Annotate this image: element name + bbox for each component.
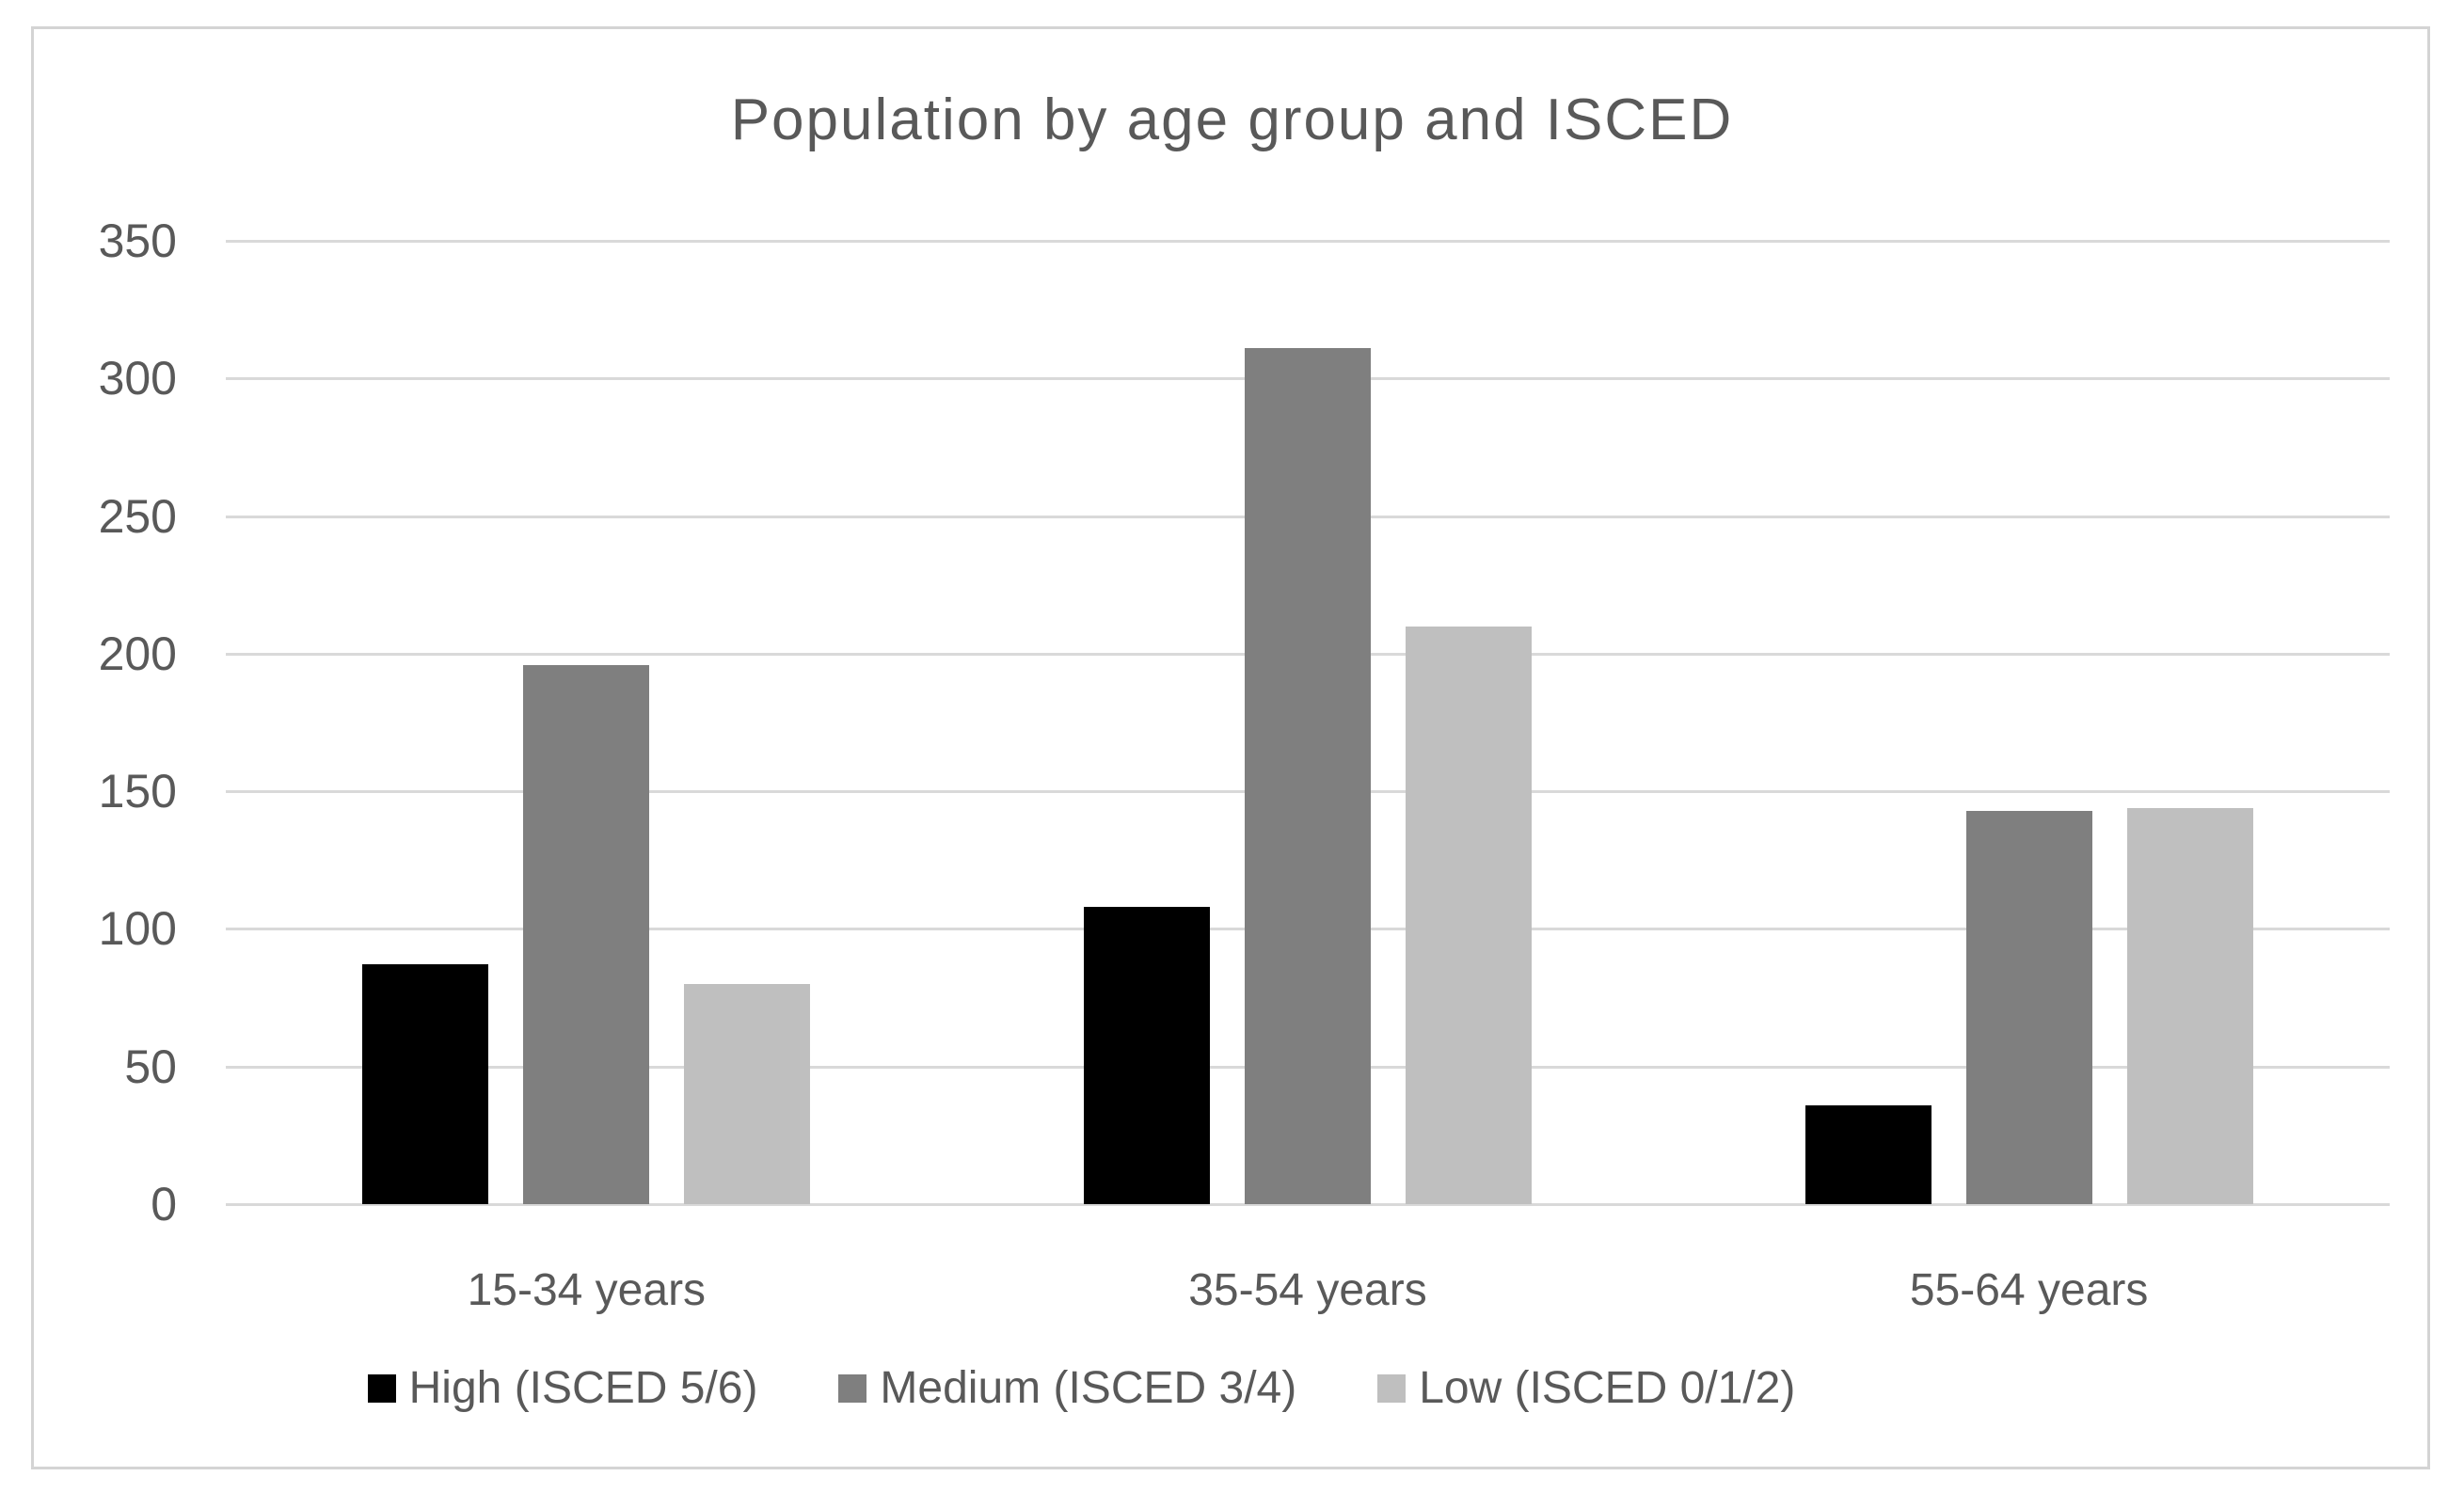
bar-high-55-64	[1805, 1105, 1931, 1204]
y-axis-tick-label: 250	[98, 489, 177, 543]
bar-low-55-64	[2127, 808, 2253, 1204]
y-axis-tick-label: 200	[98, 627, 177, 680]
y-axis-tick-label: 50	[124, 1040, 177, 1093]
legend-swatch-icon	[1377, 1373, 1407, 1403]
legend-swatch-icon	[367, 1373, 396, 1403]
chart-title: Population by age group and ISCED	[730, 87, 1734, 152]
y-axis-tick-label: 150	[98, 765, 177, 818]
bar-high-35-54	[1084, 907, 1210, 1204]
legend-swatch-icon	[838, 1373, 867, 1403]
x-axis-category-label: 35-54 years	[1188, 1265, 1427, 1315]
x-axis-category-label: 55-64 years	[1909, 1265, 2149, 1315]
bar-low-15-34	[684, 984, 810, 1204]
legend-item-low: Low (ISCED 0/1/2)	[1377, 1362, 1795, 1414]
bar-medium-35-54	[1245, 348, 1371, 1204]
y-axis-tick-label: 300	[98, 352, 177, 405]
legend-item-high: High (ISCED 5/6)	[367, 1362, 758, 1414]
y-axis-tick-label: 100	[98, 902, 177, 956]
bar-medium-55-64	[1966, 811, 2092, 1204]
legend-label: Medium (ISCED 3/4)	[880, 1363, 1297, 1413]
legend-label: High (ISCED 5/6)	[408, 1363, 758, 1413]
bar-high-15-34	[362, 964, 488, 1204]
legend-items: High (ISCED 5/6) Medium (ISCED 3/4) Low (I…	[367, 1362, 1795, 1414]
gridline-y-350	[226, 240, 2390, 243]
bar-medium-15-34	[523, 665, 649, 1204]
legend-item-medium: Medium (ISCED 3/4)	[838, 1362, 1296, 1414]
gridline-y-0	[226, 1203, 2390, 1206]
y-axis-tick-label: 350	[98, 214, 177, 267]
y-axis-tick-label: 0	[151, 1178, 177, 1230]
x-axis-category-label: 15-34 years	[467, 1265, 707, 1315]
bar-low-35-54	[1406, 627, 1532, 1204]
chart-frame	[31, 26, 2430, 1469]
legend-label: Low (ISCED 0/1/2)	[1419, 1363, 1796, 1413]
chart-legend: High (ISCED 5/6) Medium (ISCED 3/4) Low (I…	[0, 1362, 2464, 1414]
